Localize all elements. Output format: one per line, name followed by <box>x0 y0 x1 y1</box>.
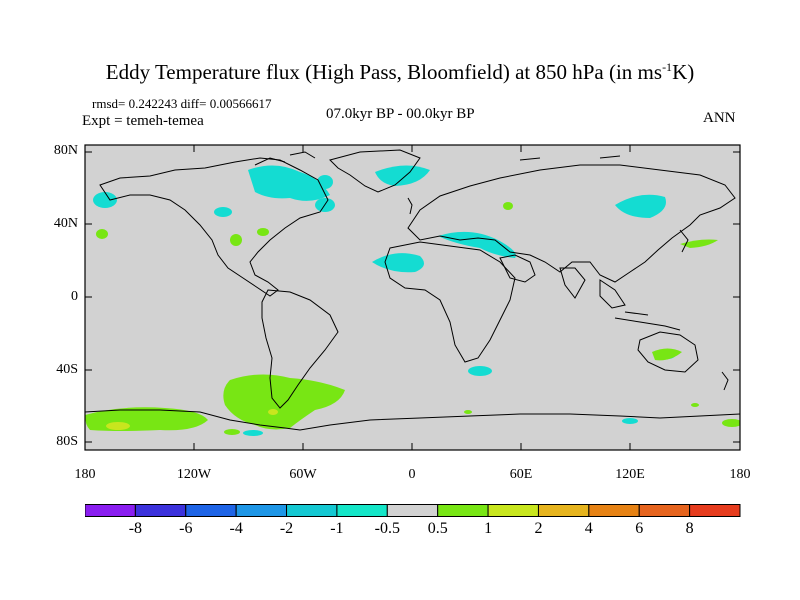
lat-label-80s: 80S <box>56 434 78 449</box>
patch-pos-east <box>722 419 740 427</box>
patch-pos-atlantic-2 <box>257 228 269 236</box>
colorbar-label: -8 <box>128 520 143 537</box>
patch-neg-antarctic-2 <box>622 418 638 424</box>
lat-label-0: 0 <box>71 289 78 304</box>
colorbar-swatch <box>85 504 136 517</box>
colorbar-label: -4 <box>229 520 243 537</box>
period-label: 07.0kyr BP - 00.0kyr BP <box>326 106 475 122</box>
colorbar-label: 8 <box>685 520 694 537</box>
experiment-label: Expt = temeh-temea <box>82 113 204 129</box>
colorbar-swatch <box>487 504 539 517</box>
colorbar-swatch <box>134 504 187 517</box>
patch-pos-atlantic <box>230 234 242 246</box>
colorbar-swatch <box>689 504 741 517</box>
lat-label-80n: 80N <box>53 143 78 158</box>
lon-label-180e: 180 <box>729 467 751 482</box>
axis-ticks <box>84 145 741 450</box>
patch-pos-pacific <box>96 229 108 239</box>
season-label: ANN <box>703 110 736 126</box>
colorbar-label: -2 <box>279 520 294 537</box>
patch-strongpos-ross <box>106 422 130 430</box>
colorbar-swatch <box>638 504 691 517</box>
colorbar-label: 4 <box>584 520 593 537</box>
colorbar-label: -6 <box>179 520 193 537</box>
colorbar-swatch <box>185 504 237 517</box>
lon-label-120e: 120E <box>615 467 645 482</box>
lat-label-40n: 40N <box>53 216 78 231</box>
colorbar-label: -0.5 <box>374 520 400 537</box>
patch-neg-greenland <box>375 165 430 186</box>
lon-label-60w: 60W <box>289 467 317 482</box>
patch-pos-europe <box>503 202 513 210</box>
patch-neg-npacific <box>93 192 117 208</box>
patch-pos-tiny <box>464 410 472 414</box>
patch-neg-antarctic <box>243 430 263 436</box>
patch-pos-antarctic <box>224 429 240 435</box>
map-background <box>85 145 740 450</box>
patch-neg-nam <box>214 207 232 217</box>
lon-label-120w: 120W <box>176 467 212 482</box>
rmsd-diff-label: rmsd= 0.242243 diff= 0.00566617 <box>92 96 272 111</box>
lat-label-40s: 40S <box>56 362 78 377</box>
patch-pos-tiny-2 <box>691 403 699 407</box>
colorbar-swatch <box>437 504 489 517</box>
colorbar-label: -1 <box>330 520 344 537</box>
patch-pos-australia <box>652 348 682 361</box>
lon-label-60e: 60E <box>509 467 533 482</box>
patch-strongpos-drake <box>268 409 278 415</box>
patch-pos-npacific <box>680 239 718 248</box>
patch-neg-siberia <box>615 194 666 218</box>
colorbar-label: 6 <box>635 520 644 537</box>
anomaly-patches <box>85 165 740 436</box>
colorbar-label: 2 <box>534 520 543 537</box>
patch-neg-southatlantic <box>468 366 492 376</box>
patch-neg-mediterranean <box>438 231 516 258</box>
colorbar-swatch <box>286 504 338 517</box>
colorbar-swatch <box>336 504 388 517</box>
colorbar-swatch <box>588 504 640 517</box>
patch-pos-southpacific <box>223 374 345 430</box>
colorbar-swatch <box>386 504 439 517</box>
plot-title: Eddy Temperature flux (High Pass, Bloomf… <box>105 60 695 84</box>
colorbar-swatch <box>235 504 288 517</box>
patch-neg-canada <box>248 165 330 201</box>
lon-label-0: 0 <box>408 467 416 482</box>
colorbar <box>85 504 741 517</box>
colorbar-label: 1 <box>484 520 493 537</box>
coastlines <box>85 149 740 431</box>
patch-neg-sahara <box>372 253 424 273</box>
lon-label-180w: 180 <box>74 467 96 482</box>
colorbar-swatch <box>537 504 590 517</box>
colorbar-label: 0.5 <box>427 520 448 537</box>
